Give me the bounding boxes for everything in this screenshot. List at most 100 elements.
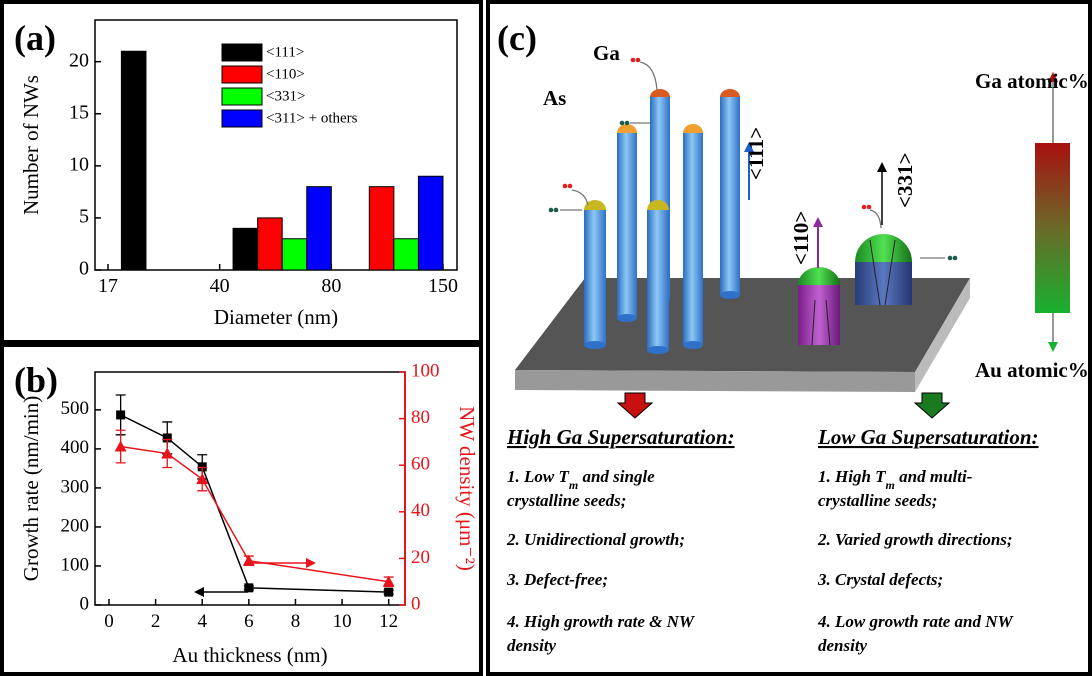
y-tick-label: 300 [61, 476, 90, 497]
item-text: m [569, 478, 578, 492]
x-tick-label: 2 [151, 611, 161, 632]
y2-tick-label: 40 [411, 500, 430, 521]
item-text: 4. Low growth rate and NW [817, 612, 1014, 631]
x-tick-label: 12 [379, 611, 398, 632]
marker [115, 441, 127, 452]
y2-axis-title: NW density (μm⁻²) [455, 406, 479, 571]
result-arrows [618, 393, 949, 418]
x-tick-label: 150 [428, 275, 458, 297]
marker [116, 410, 125, 419]
y-tick-label: 0 [80, 593, 90, 614]
item-text: 1. High T [818, 467, 886, 486]
item-text: and single [578, 467, 655, 486]
marker [244, 583, 253, 592]
legend-swatch [222, 66, 262, 83]
legend-swatch [222, 110, 262, 127]
y2-tick-label: 20 [411, 547, 430, 568]
panel-c: (c) Ga As <111> <110> <331> Ga atomic% A… [497, 18, 1089, 655]
item-text: m [886, 478, 895, 492]
list-item: density [507, 636, 557, 655]
composition-label: Au atomic% [975, 358, 1089, 382]
item-text: density [507, 636, 557, 655]
list-item: 2. Varied growth directions; [817, 530, 1013, 549]
x-tick-label: 8 [291, 611, 301, 632]
element-label: As [543, 86, 566, 110]
panel-a: 0 5 10 15 20 17 40 80 150 <111> <110> <331> <311> + … [14, 18, 458, 329]
item-text: crystalline seeds; [507, 491, 626, 510]
list-item: density [818, 636, 868, 655]
list-item: 1. High Tm and multi- [818, 467, 973, 492]
bar [369, 187, 394, 270]
legend-swatch [222, 44, 262, 61]
panel-label: (b) [14, 360, 58, 400]
legend-swatch [222, 88, 262, 105]
y-axis-title: Growth rate (nm/min) [19, 396, 43, 581]
bar [258, 218, 283, 270]
y-tick-label: 200 [61, 515, 90, 536]
y-tick-label: 100 [61, 554, 90, 575]
series-line [121, 447, 389, 582]
x-axis-title: Diameter (nm) [214, 305, 338, 329]
composition-label: Ga atomic% [975, 69, 1089, 93]
list-item: 2. Unidirectional growth; [506, 530, 685, 549]
figure: 05101520174080150<111><110><331><311> + … [0, 0, 1092, 676]
list-item: crystalline seeds; [507, 491, 626, 510]
composition-bar [1035, 72, 1070, 352]
legend-label: <331> [266, 88, 305, 104]
item-text: density [818, 636, 868, 655]
item-text: 2. Varied growth directions; [817, 530, 1013, 549]
y2-tick-label: 60 [411, 454, 430, 475]
y-axis-title: Number of NWs [19, 75, 43, 215]
axis-arrows [194, 558, 316, 597]
x-tick-label: 40 [210, 275, 230, 297]
bar [418, 176, 443, 270]
list-item: 3. Defect-free; [506, 570, 608, 589]
x-tick-label: 0 [104, 611, 114, 632]
x-tick-label: 80 [321, 275, 341, 297]
item-text: 1. Low T [507, 467, 569, 486]
x-tick-label: 17 [98, 275, 118, 297]
y-tick-label: 5 [79, 206, 89, 228]
list-item: 4. High growth rate & NW [506, 612, 696, 631]
list-item: crystalline seeds; [818, 491, 937, 510]
bar [394, 239, 419, 270]
plot-frame [95, 372, 405, 605]
list-item: 3. Crystal defects; [817, 570, 943, 589]
x-axis-title: Au thickness (nm) [172, 643, 327, 667]
panel-label: (c) [497, 18, 537, 58]
direction-label: <111> [744, 127, 768, 180]
item-text: crystalline seeds; [818, 491, 937, 510]
list-item: 4. Low growth rate and NW [817, 612, 1014, 631]
legend-label: <111> [266, 44, 304, 60]
bar [282, 239, 307, 270]
y2-tick-label: 100 [411, 360, 440, 381]
marker [384, 588, 393, 597]
element-label: Ga [593, 41, 620, 65]
heading: High Ga Supersaturation: [506, 425, 735, 449]
y-tick-label: 10 [69, 153, 89, 175]
y-tick-label: 20 [69, 49, 89, 71]
y2-tick-label: 0 [411, 593, 421, 614]
x-tick-label: 10 [333, 611, 352, 632]
item-text: 4. High growth rate & NW [506, 612, 696, 631]
x-tick-label: 6 [244, 611, 254, 632]
legend-label: <110> [266, 66, 305, 82]
item-text: and multi- [895, 467, 973, 486]
y-tick-label: 15 [69, 101, 89, 123]
direction-label: <331> [893, 153, 917, 208]
y-tick-label: 400 [61, 437, 90, 458]
bar [233, 228, 258, 270]
bar [307, 187, 332, 270]
item-text: 2. Unidirectional growth; [506, 530, 685, 549]
y-tick-label: 0 [79, 258, 89, 280]
list-item: 1. Low Tm and single [507, 467, 655, 492]
bar [121, 51, 146, 270]
item-text: 3. Defect-free; [506, 570, 608, 589]
panel-label: (a) [14, 18, 56, 58]
direction-label: <110> [789, 211, 813, 265]
heading: Low Ga Supersaturation: [817, 425, 1039, 449]
legend-label: <311> + others [266, 110, 358, 126]
item-text: 3. Crystal defects; [817, 570, 943, 589]
y2-tick-label: 80 [411, 407, 430, 428]
